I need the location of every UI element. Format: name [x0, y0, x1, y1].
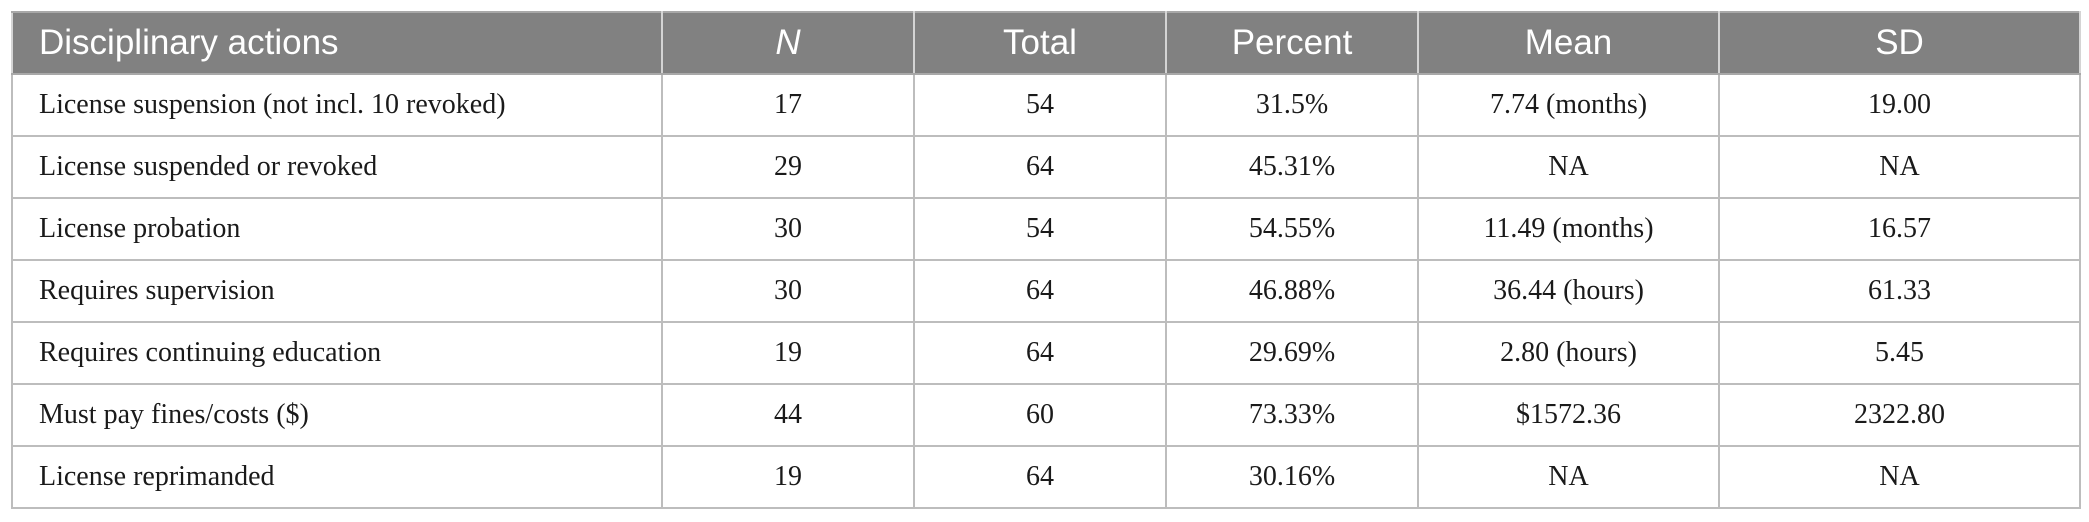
cell-total: 60: [913, 383, 1167, 447]
cell-n: 44: [661, 383, 915, 447]
cell-n: 17: [661, 73, 915, 137]
cell-n: 19: [661, 321, 915, 385]
cell-percent: 31.5%: [1165, 73, 1419, 137]
cell-sd: 5.45: [1718, 321, 2081, 385]
header-percent: Percent: [1165, 11, 1419, 75]
cell-total: 54: [913, 73, 1167, 137]
table-row: License suspension (not incl. 10 revoked…: [11, 73, 2081, 137]
cell-mean: 36.44 (hours): [1417, 259, 1720, 323]
table-row: License reprimanded 19 64 30.16% NA NA: [11, 445, 2081, 509]
cell-percent: 54.55%: [1165, 197, 1419, 261]
cell-total: 64: [913, 445, 1167, 509]
cell-action: Requires continuing education: [11, 321, 663, 385]
cell-action: License probation: [11, 197, 663, 261]
header-n: N: [661, 11, 915, 75]
header-row: Disciplinary actions N Total Percent Mea…: [11, 11, 2081, 75]
cell-action: Must pay fines/costs ($): [11, 383, 663, 447]
cell-action: License suspension (not incl. 10 revoked…: [11, 73, 663, 137]
cell-mean: NA: [1417, 135, 1720, 199]
cell-percent: 30.16%: [1165, 445, 1419, 509]
cell-sd: 61.33: [1718, 259, 2081, 323]
cell-total: 64: [913, 321, 1167, 385]
header-total: Total: [913, 11, 1167, 75]
header-mean: Mean: [1417, 11, 1720, 75]
cell-percent: 29.69%: [1165, 321, 1419, 385]
cell-action: License reprimanded: [11, 445, 663, 509]
cell-sd: 16.57: [1718, 197, 2081, 261]
cell-n: 29: [661, 135, 915, 199]
cell-n: 30: [661, 259, 915, 323]
cell-total: 64: [913, 259, 1167, 323]
cell-sd: 2322.80: [1718, 383, 2081, 447]
cell-action: Requires supervision: [11, 259, 663, 323]
cell-percent: 46.88%: [1165, 259, 1419, 323]
cell-mean: 7.74 (months): [1417, 73, 1720, 137]
cell-mean: 11.49 (months): [1417, 197, 1720, 261]
cell-mean: 2.80 (hours): [1417, 321, 1720, 385]
table-row: License suspended or revoked 29 64 45.31…: [11, 135, 2081, 199]
table-body: License suspension (not incl. 10 revoked…: [11, 73, 2081, 509]
table-row: License probation 30 54 54.55% 11.49 (mo…: [11, 197, 2081, 261]
cell-mean: NA: [1417, 445, 1720, 509]
header-disciplinary-actions: Disciplinary actions: [11, 11, 663, 75]
cell-n: 19: [661, 445, 915, 509]
cell-sd: NA: [1718, 445, 2081, 509]
table-row: Requires continuing education 19 64 29.6…: [11, 321, 2081, 385]
cell-total: 54: [913, 197, 1167, 261]
disciplinary-actions-table: Disciplinary actions N Total Percent Mea…: [11, 11, 2081, 509]
cell-total: 64: [913, 135, 1167, 199]
cell-sd: 19.00: [1718, 73, 2081, 137]
cell-n: 30: [661, 197, 915, 261]
cell-action: License suspended or revoked: [11, 135, 663, 199]
cell-percent: 73.33%: [1165, 383, 1419, 447]
table-row: Requires supervision 30 64 46.88% 36.44 …: [11, 259, 2081, 323]
cell-percent: 45.31%: [1165, 135, 1419, 199]
table-row: Must pay fines/costs ($) 44 60 73.33% $1…: [11, 383, 2081, 447]
cell-mean: $1572.36: [1417, 383, 1720, 447]
header-sd: SD: [1718, 11, 2081, 75]
cell-sd: NA: [1718, 135, 2081, 199]
table-header: Disciplinary actions N Total Percent Mea…: [11, 11, 2081, 75]
